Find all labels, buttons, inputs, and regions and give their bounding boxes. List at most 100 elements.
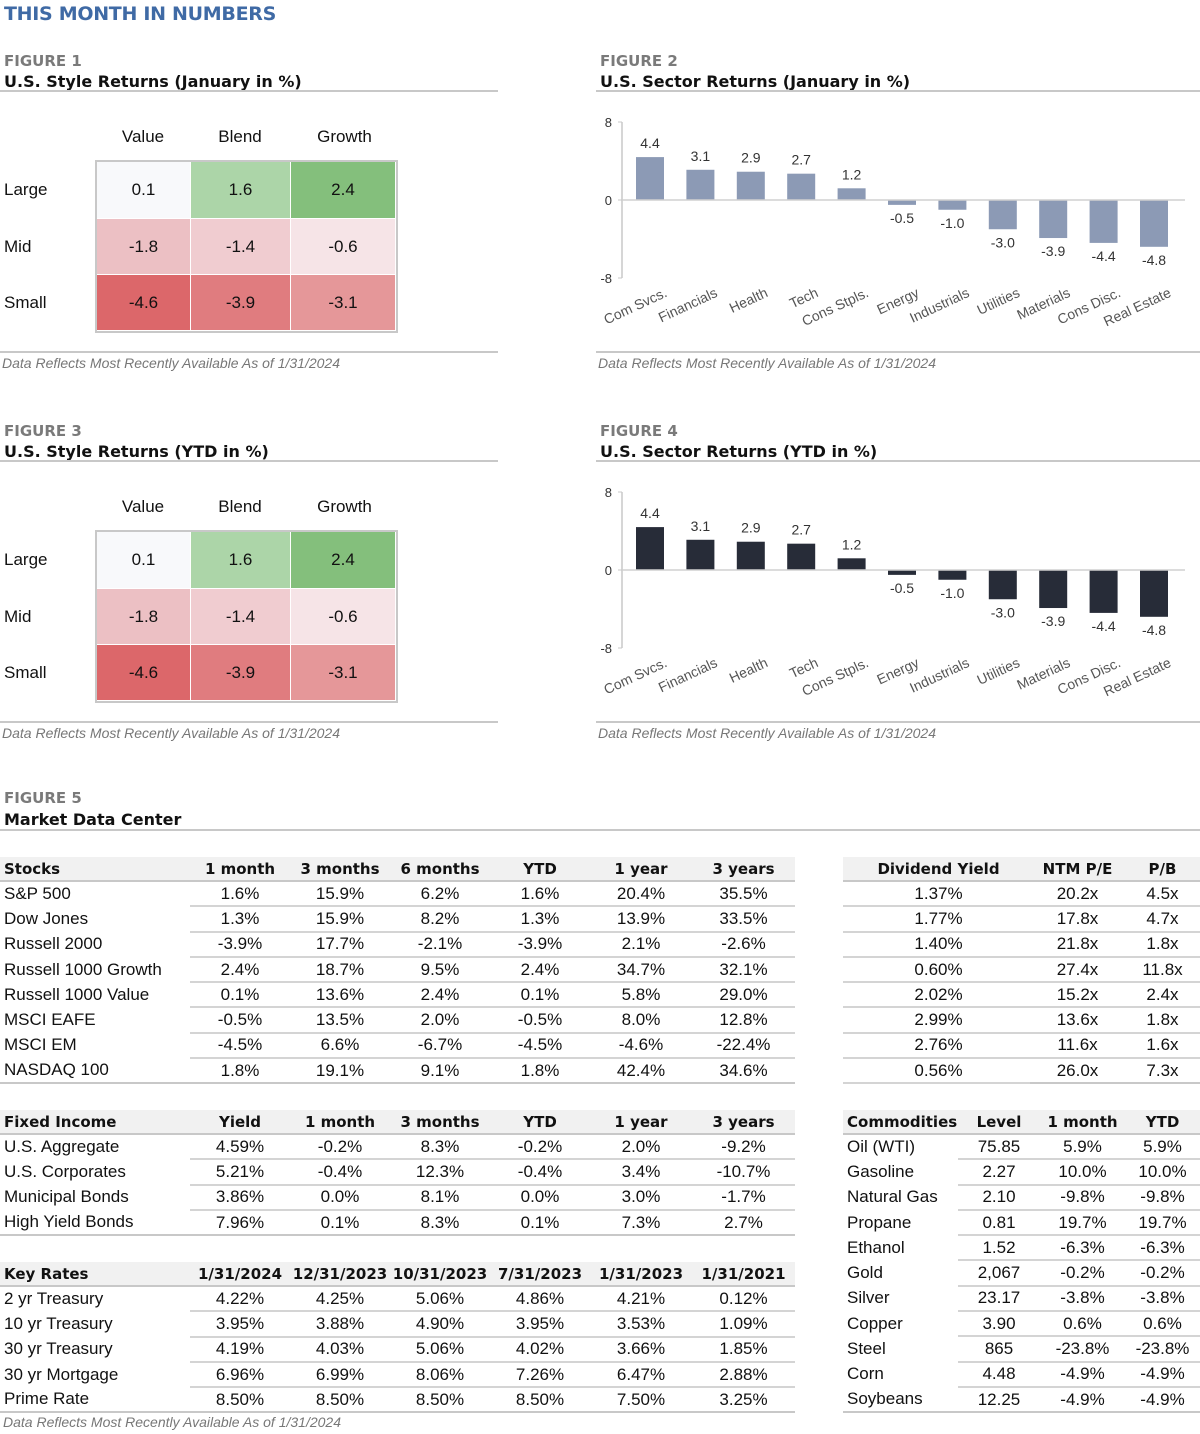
heatmap-grid: 0.1 1.6 2.4 -1.8 -1.4 -0.6 -4.6 -3.9 -3.1	[95, 530, 398, 703]
table-cell: 20.4%	[590, 881, 692, 908]
table-cell: -0.5%	[190, 1007, 290, 1034]
table-cell: 21.8x	[1030, 931, 1125, 958]
table-cell: 6.47%	[590, 1361, 692, 1389]
category-label: Com Svcs.	[601, 284, 669, 327]
table-cell: 42.4%	[590, 1058, 692, 1085]
table-row: Soybeans 12.25 -4.9% -4.9%	[843, 1386, 1200, 1414]
table-cell: -6.7%	[390, 1032, 490, 1060]
table-cell: 7.50%	[590, 1387, 692, 1414]
table-row: MSCI EM -4.5% 6.6% -6.7% -4.5% -4.6% -22.4%	[0, 1032, 795, 1060]
bar	[787, 543, 816, 570]
table-cell: 11.6x	[1030, 1032, 1125, 1060]
figure-title-rule	[0, 460, 498, 462]
figure-title: U.S. Sector Returns (YTD in %)	[600, 442, 878, 461]
table-cell: 0.81	[958, 1209, 1040, 1237]
heatmap-row-header: Small	[4, 663, 47, 682]
heatmap-cell: -1.8	[97, 589, 191, 645]
table-cell: 3.66%	[590, 1336, 692, 1363]
table-cell: -3.9%	[490, 931, 590, 958]
table-cell: 6.96%	[190, 1361, 290, 1389]
column-header: Level	[958, 1110, 1040, 1135]
column-header: YTD	[490, 1110, 590, 1135]
table-cell: -1.7%	[692, 1184, 795, 1211]
table-cell: 1.8x	[1125, 931, 1200, 958]
figure-title-rule	[596, 90, 1200, 92]
figure-footnote: Data Reflects Most Recently Available As…	[2, 725, 340, 741]
table-cell: -4.9%	[1040, 1361, 1125, 1388]
table-cell: 2.4x	[1125, 982, 1200, 1009]
row-label: 30 yr Mortgage	[4, 1364, 119, 1384]
table-cell: 8.50%	[290, 1387, 390, 1414]
heatmap-column-header: Growth	[317, 127, 372, 146]
column-header: 3 months	[290, 857, 390, 882]
table-cell: -22.4%	[692, 1032, 795, 1060]
commodities-table: Commodities Level 1 month YTD Oil (WTI) 75.85…	[843, 1110, 1200, 1414]
table-row: Oil (WTI) 75.85 5.9% 5.9%	[843, 1134, 1200, 1161]
bar-value-label: 4.4	[640, 505, 660, 521]
stocks-table: Stocks 1 month 3 months 6 months YTD 1 year 3 …	[0, 857, 795, 1085]
table-cell: 0.6%	[1125, 1311, 1200, 1338]
heatmap-cell: -1.4	[191, 219, 291, 275]
table-cell: 0.1%	[290, 1209, 390, 1237]
table-cell: 1.52	[958, 1235, 1040, 1262]
y-tick-label: 8	[605, 485, 612, 500]
table-cell: -4.5%	[190, 1032, 290, 1060]
table-cell: 11.8x	[1125, 956, 1200, 984]
table-cell: 8.3%	[390, 1134, 490, 1161]
table-cell: -4.9%	[1040, 1386, 1125, 1414]
table-row: 2.02% 15.2x 2.4x	[843, 982, 1200, 1009]
heatmap-cell: -3.1	[291, 645, 396, 701]
heatmap-cell: 1.6	[191, 162, 291, 219]
table-cell: 18.7%	[290, 956, 390, 984]
column-header: 3 years	[692, 1110, 795, 1135]
heatmap-row-header: Mid	[4, 237, 32, 256]
table-row: 0.56% 26.0x 7.3x	[843, 1058, 1200, 1085]
figure-title: U.S. Style Returns (YTD in %)	[4, 442, 269, 461]
bar-value-label: 3.1	[691, 148, 711, 164]
valuation-table: Dividend Yield NTM P/E P/B 1.37% 20.2x 4.5x 1.…	[843, 857, 1200, 1085]
bar	[1039, 570, 1068, 609]
bar-value-label: 2.7	[791, 152, 811, 168]
table-cell: 12.25	[958, 1386, 1040, 1414]
table-cell: -3.9%	[190, 931, 290, 958]
bar-value-label: -4.4	[1092, 618, 1116, 634]
table-row: 10 yr Treasury 3.95% 3.88% 4.90% 3.95% 3.53% 1…	[0, 1311, 795, 1338]
heatmap-cell: -0.6	[291, 589, 396, 645]
table-cell: 2.27	[958, 1159, 1040, 1186]
table-cell: 0.0%	[290, 1184, 390, 1211]
table-cell: 2.4%	[390, 982, 490, 1009]
table-cell: 2.0%	[590, 1134, 692, 1161]
column-header: Commodities	[843, 1110, 958, 1135]
table-cell: 9.1%	[390, 1058, 490, 1085]
table-cell: 3.4%	[590, 1159, 692, 1186]
category-label: Health	[727, 284, 770, 316]
table-cell: 4.02%	[490, 1336, 590, 1363]
heatmap-cell: 1.6	[191, 532, 291, 589]
row-label: High Yield Bonds	[0, 1209, 190, 1237]
figure-label: FIGURE 1	[4, 52, 82, 70]
heatmap-row-header: Mid	[4, 607, 32, 626]
table-cell: 4.59%	[190, 1134, 290, 1161]
row-label: Municipal Bonds	[4, 1187, 129, 1207]
row-label: Prime Rate	[0, 1387, 190, 1414]
y-tick-label: 0	[605, 563, 612, 578]
table-row: 1.37% 20.2x 4.5x	[843, 881, 1200, 908]
table-row: Russell 1000 Value 0.1% 13.6% 2.4% 0.1% 5.8% 2…	[0, 982, 795, 1009]
category-label: Utilities	[974, 284, 1022, 318]
table-cell: 2.4%	[190, 956, 290, 984]
bar	[787, 173, 816, 200]
table-cell: 3.88%	[290, 1311, 390, 1338]
figure-title: U.S. Sector Returns (January in %)	[600, 72, 911, 91]
table-cell: 19.7%	[1125, 1209, 1200, 1237]
bar-value-label: 2.9	[741, 520, 761, 536]
table-cell: 7.3%	[590, 1209, 692, 1237]
bar	[686, 169, 715, 200]
table-cell: -0.4%	[290, 1159, 390, 1186]
table-row: Russell 1000 Growth 2.4% 18.7% 9.5% 2.4% 34.7…	[0, 956, 795, 984]
figure-footnote: Data Reflects Most Recently Available As…	[598, 355, 936, 371]
row-label: Gold	[847, 1263, 883, 1283]
bar-value-label: 4.4	[640, 135, 660, 151]
table-cell: 4.7x	[1125, 906, 1200, 933]
